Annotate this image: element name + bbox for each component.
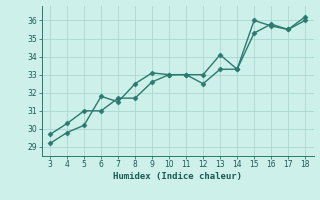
- X-axis label: Humidex (Indice chaleur): Humidex (Indice chaleur): [113, 172, 242, 181]
